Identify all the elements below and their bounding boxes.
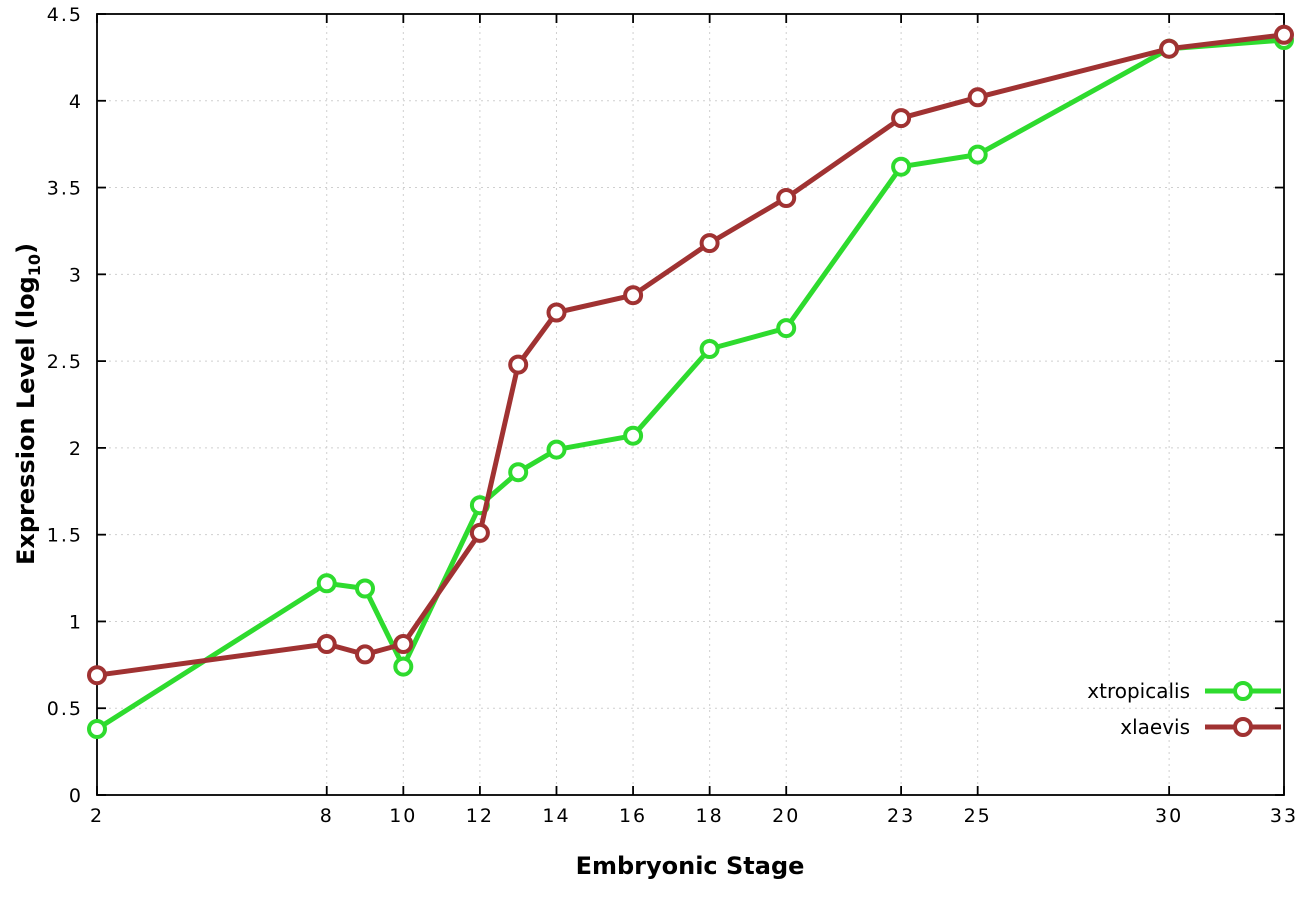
data-point-xlaevis xyxy=(776,188,797,208)
x-axis-tick-label: 30 xyxy=(1155,805,1183,827)
x-axis-tick-label: 14 xyxy=(542,805,570,827)
x-axis-tick-label: 12 xyxy=(466,805,494,827)
data-point-xlaevis xyxy=(508,354,529,375)
data-point-xlaevis xyxy=(1159,38,1180,59)
y-axis-tick-label: 3.5 xyxy=(47,178,83,200)
data-point-xlaevis xyxy=(393,634,414,654)
data-point-xtropicalis xyxy=(623,425,644,446)
series-line-xtropicalis xyxy=(94,37,1287,732)
data-point-xlaevis xyxy=(355,644,375,665)
x-axis-title: Embryonic Stage xyxy=(575,852,805,880)
series-xlaevis xyxy=(87,24,1294,686)
data-point-xtropicalis xyxy=(508,462,529,483)
y-axis-tick-label: 1.5 xyxy=(47,525,83,547)
data-point-xtropicalis xyxy=(87,719,107,739)
data-point-xtropicalis xyxy=(776,318,797,339)
x-axis-tick-label: 16 xyxy=(619,805,647,827)
x-axis-tick-label: 10 xyxy=(389,805,417,827)
y-axis-title-prefix: Expression Level (log xyxy=(12,276,41,566)
legend-item-xlaevis: xlaevis xyxy=(1120,714,1284,740)
data-point-xlaevis xyxy=(967,87,988,108)
series-line-xlaevis xyxy=(94,32,1287,678)
data-point-xtropicalis xyxy=(393,656,414,677)
legend-line-sample-xtropicalis xyxy=(1205,681,1281,701)
y-axis-tick-label: 4 xyxy=(69,91,83,113)
x-axis-tick-label: 20 xyxy=(772,805,800,827)
data-point-xlaevis xyxy=(1274,24,1294,45)
data-point-xlaevis xyxy=(699,233,720,254)
x-axis-tick-label: 33 xyxy=(1270,805,1296,827)
data-point-xtropicalis xyxy=(967,144,988,165)
data-point-xlaevis xyxy=(87,665,107,686)
legend-item-xtropicalis: xtropicalis xyxy=(1087,678,1284,704)
data-point-xtropicalis xyxy=(546,439,567,460)
y-axis-title-subscript: 10 xyxy=(24,253,44,277)
x-axis-tick-label: 8 xyxy=(320,805,334,827)
data-point-xlaevis xyxy=(316,634,337,654)
y-axis-tick-label: 3 xyxy=(69,264,83,286)
y-axis-tick-label: 4.5 xyxy=(47,4,83,26)
x-axis-tick-label: 18 xyxy=(696,805,724,827)
data-point-xtropicalis xyxy=(699,339,720,359)
y-axis-tick-label: 2 xyxy=(69,438,83,460)
y-axis-title-suffix: ) xyxy=(12,242,41,254)
plot-border xyxy=(96,13,1285,796)
legend-label-xlaevis: xlaevis xyxy=(1120,715,1190,739)
data-point-xtropicalis xyxy=(355,578,375,599)
y-axis-tick-label: 2.5 xyxy=(47,351,83,373)
y-axis-tick-label: 1 xyxy=(69,611,83,633)
y-axis-tick-label: 0 xyxy=(69,785,83,807)
y-axis-title: Expression Level (log10) xyxy=(12,243,44,565)
data-point-xlaevis xyxy=(546,302,567,323)
data-point-xtropicalis xyxy=(891,156,912,177)
data-point-xlaevis xyxy=(623,285,644,306)
legend-label-xtropicalis: xtropicalis xyxy=(1087,679,1190,703)
data-point-xtropicalis xyxy=(316,573,337,594)
x-axis-tick-label: 23 xyxy=(887,805,915,827)
legend: xtropicalis xlaevis xyxy=(1087,678,1284,740)
data-point-xlaevis xyxy=(469,522,490,543)
x-axis-tick-label: 25 xyxy=(964,805,992,827)
x-axis-tick-label: 2 xyxy=(90,805,104,827)
legend-line-sample-xlaevis xyxy=(1205,717,1281,737)
series-xtropicalis xyxy=(87,30,1294,739)
data-point-xlaevis xyxy=(891,108,912,129)
y-axis-tick-label: 0.5 xyxy=(47,698,83,720)
